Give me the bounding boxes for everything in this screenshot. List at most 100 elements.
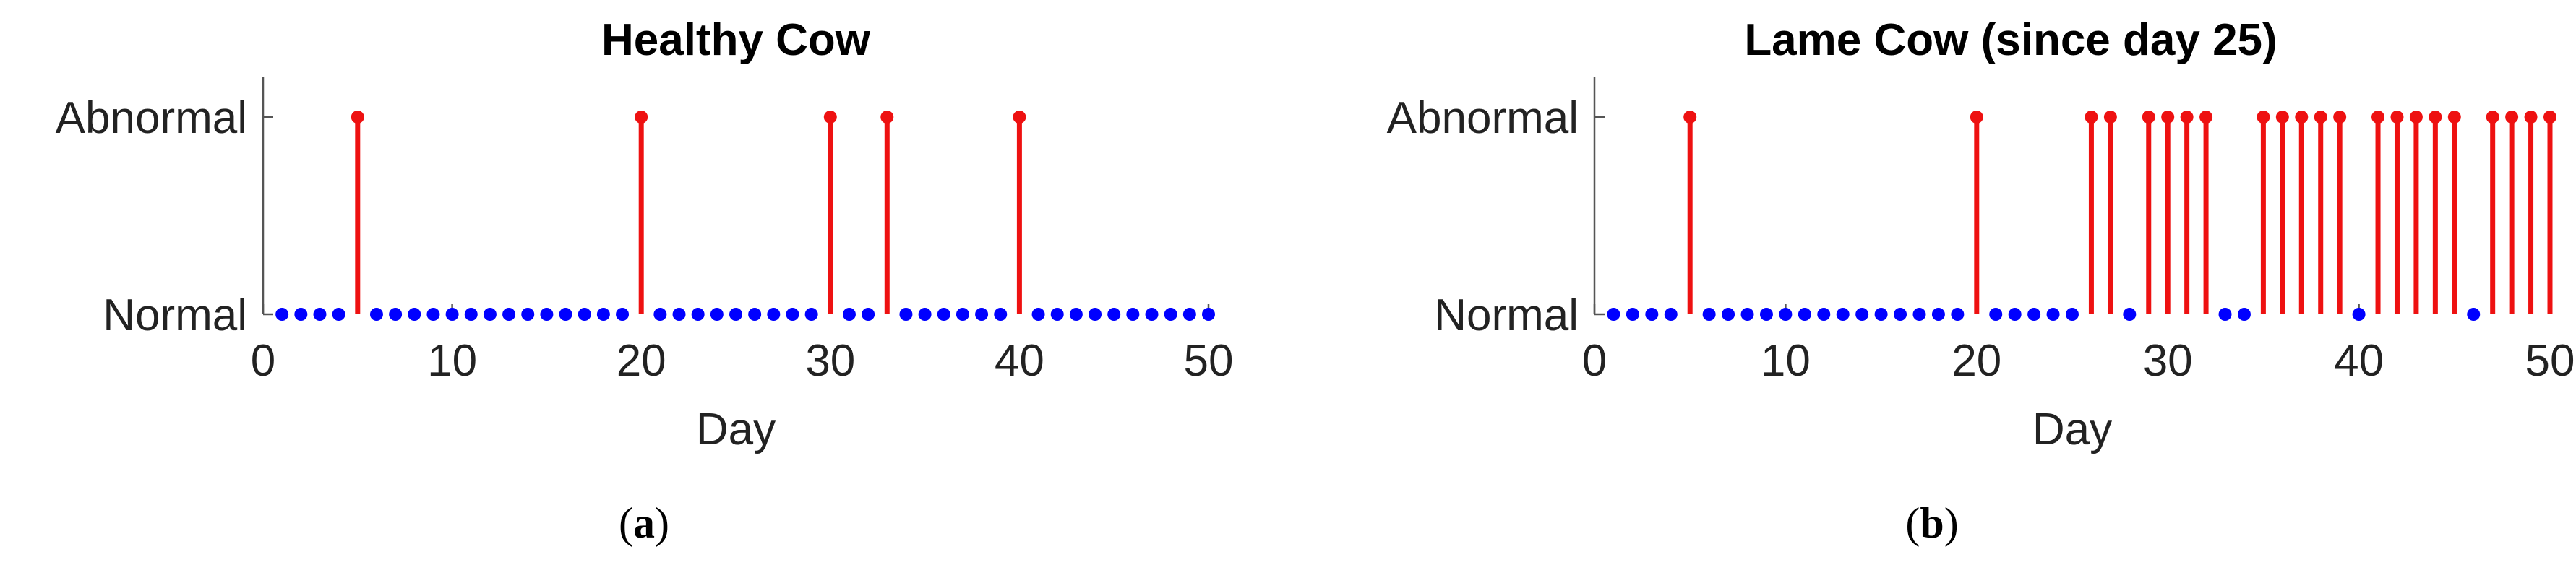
abnormal-marker [880, 111, 894, 124]
normal-marker [653, 308, 667, 321]
abnormal-marker [1970, 111, 1983, 124]
normal-marker [1126, 308, 1140, 321]
normal-marker [1836, 308, 1850, 321]
abnormal-marker [2429, 111, 2442, 124]
normal-marker [1664, 308, 1678, 321]
abnormal-marker [2295, 111, 2309, 124]
normal-marker [1817, 308, 1831, 321]
normal-marker [994, 308, 1008, 321]
normal-marker [408, 308, 421, 321]
normal-marker [502, 308, 516, 321]
normal-marker [596, 308, 610, 321]
normal-marker [842, 308, 856, 321]
normal-marker [1107, 308, 1121, 321]
abnormal-marker [823, 111, 837, 124]
x-tick-label: 40 [995, 336, 1044, 386]
normal-marker [1912, 308, 1926, 321]
abnormal-marker [351, 111, 364, 124]
abnormal-marker [2371, 111, 2385, 124]
normal-marker [748, 308, 762, 321]
x-tick-label: 10 [1761, 336, 1811, 386]
abnormal-marker [2524, 111, 2538, 124]
normal-marker [616, 308, 630, 321]
normal-marker [2123, 308, 2137, 321]
normal-marker [445, 308, 459, 321]
y-tick-label: Abnormal [1387, 93, 1579, 143]
normal-marker [918, 308, 932, 321]
x-tick-label: 50 [1184, 336, 1234, 386]
abnormal-marker [2390, 111, 2404, 124]
normal-marker [899, 308, 913, 321]
normal-marker [975, 308, 989, 321]
normal-marker [2467, 308, 2481, 321]
normal-marker [691, 308, 705, 321]
abnormal-marker [2103, 111, 2117, 124]
x-tick-label: 0 [251, 336, 275, 386]
normal-marker [1759, 308, 1773, 321]
x-axis-label: Day [2032, 405, 2112, 454]
x-tick-label: 30 [805, 336, 855, 386]
abnormal-marker [2314, 111, 2327, 124]
normal-marker [672, 308, 686, 321]
normal-marker [521, 308, 535, 321]
normal-marker [1645, 308, 1659, 321]
normal-marker [426, 308, 440, 321]
normal-marker [729, 308, 742, 321]
normal-marker [1894, 308, 1907, 321]
normal-marker [786, 308, 799, 321]
normal-marker [1855, 308, 1869, 321]
normal-marker [389, 308, 403, 321]
normal-marker [369, 308, 383, 321]
normal-marker [1050, 308, 1064, 321]
normal-marker [2066, 308, 2079, 321]
normal-marker [1951, 308, 1965, 321]
abnormal-marker [2333, 111, 2347, 124]
x-axis-label: Day [696, 405, 776, 454]
subfigure-caption: (b) [1905, 499, 1959, 547]
normal-marker [1182, 308, 1196, 321]
abnormal-marker [2275, 111, 2289, 124]
normal-marker [956, 308, 969, 321]
normal-marker [1164, 308, 1177, 321]
normal-marker [1202, 308, 1215, 321]
normal-marker [483, 308, 497, 321]
normal-marker [1931, 308, 1945, 321]
normal-marker [540, 308, 554, 321]
normal-marker [1626, 308, 1639, 321]
subfigure-caption: (a) [619, 499, 669, 547]
x-tick-label: 30 [2143, 336, 2193, 386]
normal-marker [2008, 308, 2022, 321]
abnormal-marker [1013, 111, 1026, 124]
normal-marker [862, 308, 875, 321]
x-tick-label: 0 [1582, 336, 1607, 386]
normal-marker [710, 308, 724, 321]
y-tick-label: Abnormal [56, 93, 247, 143]
normal-marker [1607, 308, 1620, 321]
normal-marker [1069, 308, 1083, 321]
chart-healthy-cow: Healthy Cow Normal Abnormal 0 10 20 30 40 50 Day [56, 15, 1234, 454]
abnormal-marker [2180, 111, 2194, 124]
normal-marker [1989, 308, 2003, 321]
panel-a: Healthy Cow Normal Abnormal 0 10 20 30 40 50 Day… [56, 15, 1234, 547]
normal-marker [1145, 308, 1159, 321]
x-tick-label: 10 [427, 336, 477, 386]
abnormal-marker [2161, 111, 2175, 124]
abnormal-marker [2257, 111, 2270, 124]
abnormal-marker [2543, 111, 2556, 124]
caption-letter: a [633, 499, 655, 547]
normal-marker [767, 308, 781, 321]
normal-marker [2218, 308, 2232, 321]
normal-marker [1089, 308, 1102, 321]
x-tick-label: 40 [2334, 336, 2384, 386]
normal-marker [294, 308, 308, 321]
normal-marker [1874, 308, 1888, 321]
normal-marker [1779, 308, 1793, 321]
abnormal-marker [2486, 111, 2499, 124]
y-tick-label: Normal [1434, 290, 1579, 340]
normal-marker [1722, 308, 1735, 321]
normal-marker [332, 308, 345, 321]
normal-marker [1798, 308, 1811, 321]
normal-marker [275, 308, 289, 321]
x-tick-label: 20 [617, 336, 666, 386]
normal-marker [578, 308, 591, 321]
